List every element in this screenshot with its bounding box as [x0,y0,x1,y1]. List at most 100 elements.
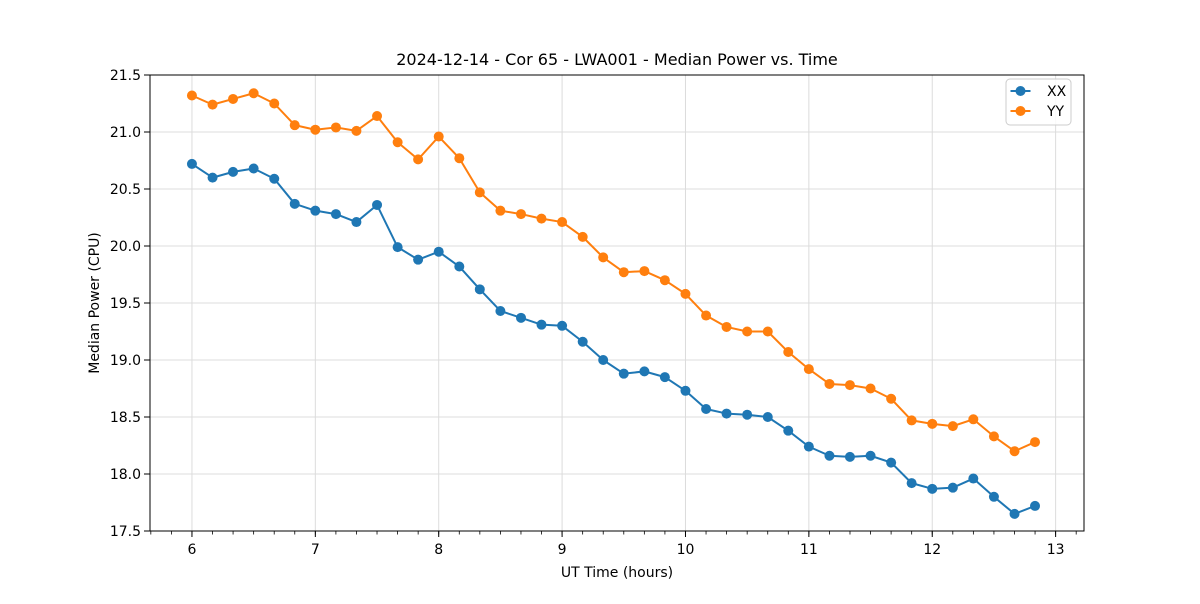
data-point-yy [927,418,938,429]
data-point-xx [1009,508,1020,519]
data-point-yy [248,88,259,99]
data-point-xx [269,173,280,184]
y-tick-label: 19.5 [110,296,141,312]
data-point-yy [598,252,609,263]
data-point-yy [988,431,999,442]
data-point-xx [351,217,362,228]
data-point-yy [803,364,814,375]
data-point-xx [803,441,814,452]
data-point-yy [186,90,197,101]
x-tick-label: 9 [558,542,567,558]
data-point-xx [392,242,403,253]
data-point-yy [269,98,280,109]
plot-border [149,74,1085,532]
data-point-yy [968,414,979,425]
data-point-xx [906,478,917,489]
data-point-xx [289,198,300,209]
data-point-xx [495,305,506,316]
y-tick-label: 20.5 [110,182,141,198]
data-point-yy [701,310,712,321]
series-line-yy [190,92,1037,453]
data-point-xx [844,451,855,462]
data-point-xx [536,319,547,330]
data-point-xx [721,408,732,419]
data-point-xx [783,425,794,436]
data-point-yy [495,205,506,216]
grid-lines [150,74,1084,532]
data-point-yy [680,288,691,299]
x-tick-label: 7 [311,542,320,558]
legend-entry-yy: YY [1010,104,1065,120]
data-point-yy [536,213,547,224]
legend-label-yy: YY [1046,104,1065,120]
data-point-yy [947,421,958,432]
data-point-xx [433,246,444,257]
data-point-xx [207,172,218,183]
y-tick-label: 21.5 [110,68,141,84]
data-point-xx [228,166,239,177]
data-point-yy [392,137,403,148]
data-point-yy [906,415,917,426]
y-tick-label: 21.0 [110,125,141,141]
data-point-xx [598,355,609,365]
x-axis-label: UT Time (hours) [561,565,673,581]
x-tick-label: 11 [800,542,818,558]
chart-title: 2024-12-14 - Cor 65 - LWA001 - Median Po… [396,50,838,69]
y-tick-label: 19.0 [110,353,141,369]
data-point-yy [618,267,629,278]
data-point-yy [289,120,300,131]
data-point-yy [228,93,239,104]
data-point-xx [577,336,588,347]
data-point-xx [659,372,670,383]
series-line-xx [190,162,1037,515]
data-point-yy [310,124,321,135]
data-point-xx [372,199,383,210]
data-point-yy [351,125,362,136]
legend-marker-yy [1015,106,1026,116]
data-point-xx [988,491,999,502]
legend-marker-xx [1015,86,1026,96]
data-point-yy [330,122,341,133]
data-point-xx [516,312,527,323]
y-tick-label: 18.5 [110,410,141,426]
data-point-yy [783,347,794,358]
data-point-yy [865,383,876,394]
data-point-yy [372,111,383,122]
data-point-yy [474,187,485,198]
data-point-xx [310,205,321,216]
data-point-xx [413,254,424,265]
data-point-xx [927,483,938,494]
data-point-yy [762,326,773,337]
x-tick-label: 10 [677,542,695,558]
x-tick-label: 8 [434,542,443,558]
data-point-yy [454,153,465,164]
data-point-yy [1030,437,1041,448]
y-tick-label: 18.0 [110,467,141,483]
data-point-yy [742,326,753,337]
data-point-yy [886,393,897,404]
data-point-xx [762,412,773,422]
data-point-yy [824,378,835,389]
data-point-yy [844,380,855,391]
data-point-xx [557,320,568,331]
data-point-xx [639,366,650,377]
data-point-yy [1009,446,1020,457]
legend: XX YY [1005,78,1072,126]
data-point-xx [742,409,753,420]
data-point-yy [577,231,588,242]
y-axis-label: Median Power (CPU) [87,232,103,374]
data-point-xx [680,385,691,396]
y-tick-label: 20.0 [110,239,141,255]
data-point-yy [516,209,527,220]
data-point-xx [618,368,629,379]
data-point-xx [454,261,465,272]
legend-entry-xx: XX [1010,84,1067,100]
data-point-yy [433,131,444,142]
data-point-yy [659,275,670,286]
data-point-xx [186,158,197,169]
data-point-xx [968,473,979,484]
data-point-yy [207,99,218,110]
legend-label-xx: XX [1047,84,1067,100]
